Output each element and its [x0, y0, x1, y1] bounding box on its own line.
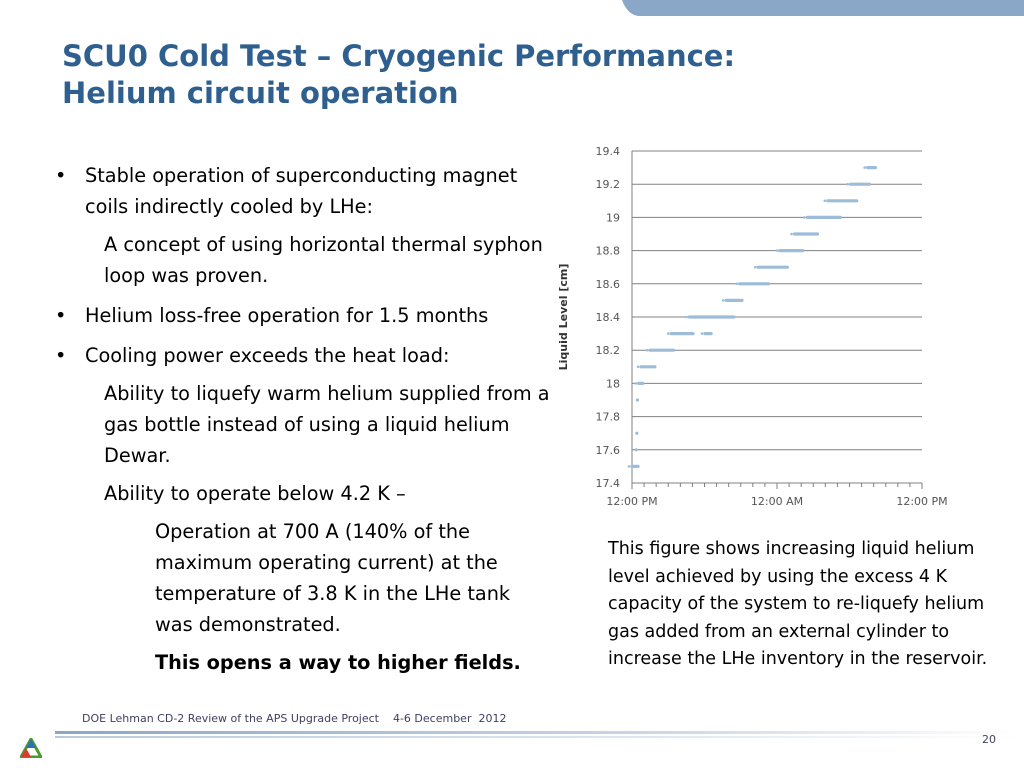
- sub-bullet-item: A concept of using horizontal thermal sy…: [104, 233, 543, 287]
- slide-title-line1: SCU0 Cold Test – Cryogenic Performance:: [62, 39, 736, 73]
- y-tick-label: 18: [606, 377, 620, 390]
- data-point: [721, 299, 725, 302]
- y-tick-label: 19.4: [596, 145, 621, 158]
- data-point: [635, 398, 640, 402]
- data-point: [863, 166, 866, 169]
- x-tick-label: 12:00 PM: [606, 495, 657, 508]
- y-tick-label: 18.8: [596, 245, 621, 258]
- y-tick-label: 17.6: [596, 444, 621, 457]
- data-point: [645, 348, 649, 352]
- y-tick-label: 18.6: [596, 278, 621, 291]
- x-tick-label: 12:00 AM: [751, 495, 803, 508]
- data-point: [627, 465, 631, 468]
- data-point: [753, 265, 757, 269]
- data-point: [790, 232, 793, 236]
- sub-sub-bullet-item: Operation at 700 A (140% of the maximum …: [155, 520, 511, 636]
- data-point: [846, 182, 850, 186]
- page-number: 20: [982, 733, 996, 746]
- data-point: [700, 332, 704, 335]
- x-tick-label: 12:00 PM: [896, 495, 947, 508]
- footer-gradient-line: [55, 731, 1024, 738]
- data-point: [634, 448, 638, 452]
- data-point: [634, 382, 637, 385]
- slide-title-line2: Helium circuit operation: [62, 76, 459, 110]
- footer-text: DOE Lehman CD-2 Review of the APS Upgrad…: [82, 712, 507, 725]
- y-tick-label: 17.8: [596, 411, 621, 424]
- sub-bullet-item: Ability to operate below 4.2 K –: [104, 482, 406, 505]
- top-decorative-band: [0, 0, 1024, 16]
- data-point: [666, 332, 670, 335]
- figure-caption: This figure shows increasing liquid heli…: [608, 539, 988, 669]
- y-tick-label: 19.2: [596, 178, 621, 191]
- bullet-list: Stable operation of superconducting magn…: [52, 160, 552, 678]
- slide-title: SCU0 Cold Test – Cryogenic Performance: …: [62, 38, 942, 112]
- data-point: [685, 315, 688, 319]
- data-point: [775, 249, 779, 252]
- liquid-level-chart: 17.4 17.6 17.8 18 18.2 18.4 18.6 18.8 19 19.2 19.4…: [557, 145, 948, 508]
- bullet-item: Cooling power exceeds the heat load:: [52, 340, 552, 371]
- y-tick-label: 17.4: [596, 477, 621, 490]
- argonne-logo-icon: [20, 738, 42, 758]
- y-axis-title: Liquid Level [cm]: [557, 264, 570, 371]
- y-tick-label: 18.4: [596, 311, 621, 324]
- bullet-item: Stable operation of superconducting magn…: [52, 160, 552, 222]
- data-point: [823, 199, 827, 203]
- data-point: [635, 431, 639, 435]
- bullet-item: Helium loss-free operation for 1.5 month…: [52, 300, 552, 331]
- y-tick-label: 19: [606, 211, 620, 224]
- highlight-bullet-item: This opens a way to higher fields.: [155, 651, 521, 674]
- data-point: [636, 365, 640, 369]
- data-point: [802, 216, 806, 219]
- sub-bullet-item: Ability to liquefy warm helium supplied …: [104, 382, 550, 467]
- data-point: [735, 282, 738, 286]
- y-tick-label: 18.2: [596, 344, 621, 357]
